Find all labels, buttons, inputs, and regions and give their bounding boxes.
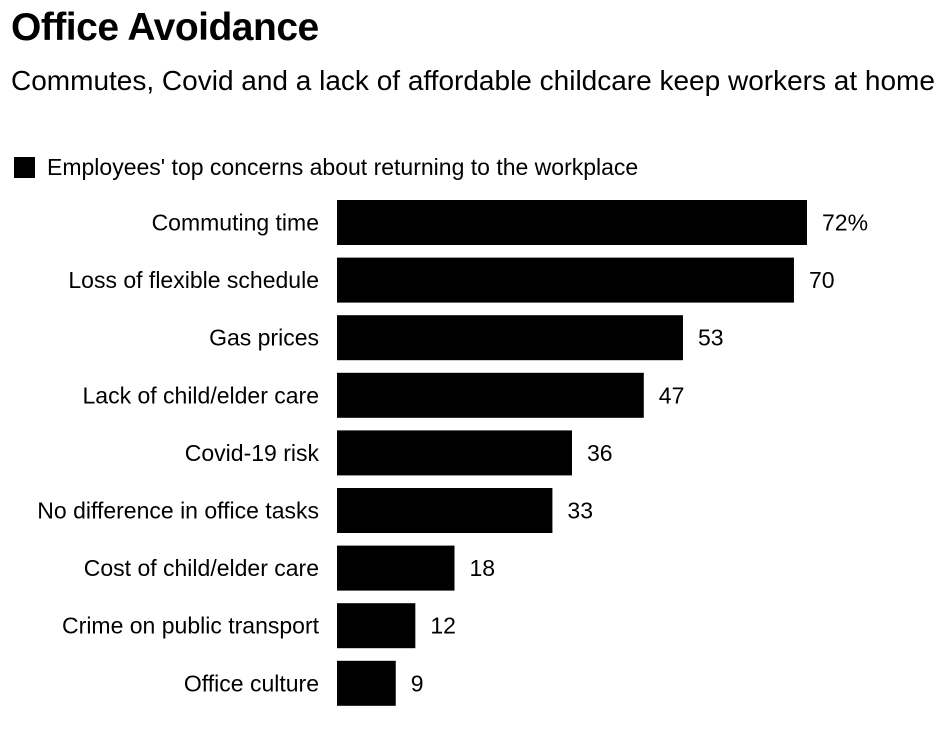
- chart-subtitle: Commutes, Covid and a lack of affordable…: [11, 65, 935, 96]
- legend-swatch: [14, 156, 35, 178]
- value-label: 72%: [822, 210, 868, 236]
- bar: [337, 660, 396, 706]
- value-label: 70: [809, 267, 835, 293]
- category-label: Loss of flexible schedule: [68, 267, 319, 293]
- value-label: 33: [567, 498, 593, 524]
- category-label: Office culture: [184, 670, 319, 696]
- category-label: Lack of child/elder care: [82, 382, 319, 408]
- bar: [337, 200, 807, 245]
- value-label: 9: [411, 670, 424, 696]
- value-label: 53: [698, 325, 724, 351]
- value-label: 18: [470, 555, 496, 581]
- category-label: Crime on public transport: [62, 613, 320, 639]
- bar: [337, 603, 416, 649]
- legend: Employees' top concerns about returning …: [14, 153, 638, 181]
- chart-title: Office Avoidance: [11, 6, 319, 49]
- category-label: Commuting time: [152, 210, 319, 236]
- category-label: No difference in office tasks: [37, 498, 319, 524]
- bar: [337, 488, 553, 533]
- bar: [337, 545, 455, 591]
- category-label: Cost of child/elder care: [84, 555, 319, 581]
- bar: [337, 315, 683, 361]
- category-label: Gas prices: [209, 325, 319, 351]
- value-label: 36: [587, 440, 613, 466]
- legend-label: Employees' top concerns about returning …: [47, 153, 639, 180]
- value-label: 12: [430, 613, 456, 639]
- value-label: 47: [659, 382, 685, 408]
- bar: [337, 257, 794, 303]
- bar: [337, 430, 572, 476]
- bar: [337, 372, 644, 418]
- category-label: Covid-19 risk: [185, 440, 320, 466]
